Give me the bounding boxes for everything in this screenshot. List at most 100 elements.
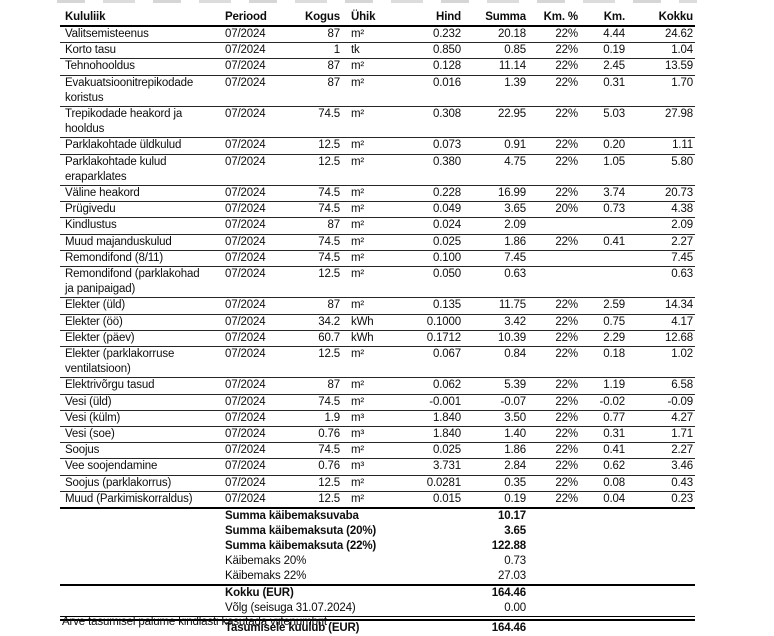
cell-hind: 0.025 <box>400 234 463 251</box>
cell-kululiik: Elektrivõrgu tasud <box>60 377 220 395</box>
cell-summa: 11.75 <box>463 297 528 315</box>
cell-kogus: 74.5 <box>300 394 345 411</box>
table-row: Vesi (üld) 07/2024 74.5 m² -0.001 -0.07 22% -0.… <box>60 394 695 411</box>
cell-kokku: 2.27 <box>627 234 695 251</box>
table-row: Vee soojendamine 07/2024 0.76 m³ 3.731 2.84 22… <box>60 458 695 476</box>
cell-kokku: 3.46 <box>627 458 695 476</box>
table-row: Vesi (soe) 07/2024 0.76 m³ 1.840 1.40 22% 0.31 1… <box>60 426 695 444</box>
cell-kogus: 1 <box>300 42 345 60</box>
cell-km-pct: 22% <box>528 410 580 428</box>
summary-spacer <box>528 620 695 636</box>
cell-uhik: m² <box>345 394 400 411</box>
cell-km: 2.59 <box>580 297 627 315</box>
cell-hind: 0.850 <box>400 42 463 60</box>
cell-kokku: 5.80 <box>627 154 695 187</box>
cell-summa: 0.19 <box>504 492 526 505</box>
cell-km-pct: 22% <box>528 394 580 411</box>
cell-kululiik: Kindlustus <box>60 217 220 235</box>
cell-kokku: 4.27 <box>627 410 695 428</box>
summary-label: Summa käibemaksuta (22%) <box>225 540 377 553</box>
separator-rule <box>60 616 695 621</box>
summary-label: Kokku (EUR) <box>225 587 294 600</box>
cell-summa: 5.39 <box>463 377 528 395</box>
cell-uhik: m² <box>345 346 400 379</box>
cell-km: 0.31 <box>580 75 627 108</box>
cell-uhik: m² <box>345 442 400 460</box>
cell-summa: 22.95 <box>463 106 528 139</box>
summary-value: 3.65 <box>504 525 526 538</box>
table-row: Elekter (päev) 07/2024 60.7 kWh 0.1712 10.39 2… <box>60 330 695 348</box>
cell-km-pct: 22% <box>528 106 580 139</box>
summary-value: 0.73 <box>504 555 526 568</box>
invoice-table-wrapper: Kululiik Periood Kogus Ühik Hind Summa K… <box>60 8 695 636</box>
cell-km <box>580 250 627 268</box>
summary-spacer <box>60 554 220 569</box>
col-header-km: Km. <box>580 8 627 27</box>
cell-periood: 07/2024 <box>220 330 300 348</box>
cell-km: 0.08 <box>580 475 627 492</box>
cell-km: 0.73 <box>580 201 627 219</box>
cell-periood: 07/2024 <box>220 410 300 428</box>
summary-spacer <box>528 554 695 569</box>
cell-periood: 07/2024 <box>220 297 300 315</box>
table-row: Evakuatsioonitrepikodade koristus 07/2024… <box>60 75 695 108</box>
cell-periood: 07/2024 <box>220 266 300 299</box>
cell-hind: 0.1000 <box>400 314 463 331</box>
cell-km: 0.19 <box>580 42 627 60</box>
cell-kogus: 12.5 <box>300 154 345 187</box>
cell-kogus: 74.5 <box>300 201 345 219</box>
cell-hind: 1.840 <box>400 426 463 444</box>
cell-kogus: 74.5 <box>300 106 345 139</box>
cell-uhik: kWh <box>345 314 400 331</box>
table-row: Parklakohtade üldkulud 07/2024 12.5 m² 0.073… <box>60 137 695 155</box>
cell-kululiik: Vee soojendamine <box>60 458 220 476</box>
summary-value: 0.00 <box>504 602 526 615</box>
summary-value: 122.88 <box>491 540 526 553</box>
cell-hind: 3.731 <box>400 458 463 476</box>
summary-label: Summa käibemaksuvaba <box>225 510 359 523</box>
cell-kogus: 74.5 <box>300 234 345 251</box>
cell-periood: 07/2024 <box>220 75 300 108</box>
cell-km: 0.31 <box>580 426 627 444</box>
cell-uhik: tk <box>345 42 400 60</box>
cell-km: 0.18 <box>580 346 627 379</box>
cell-periood: 07/2024 <box>220 250 300 268</box>
cell-uhik: m² <box>345 137 400 155</box>
cell-kululiik: Muud (Parkimiskorraldus) <box>65 492 193 505</box>
payment-reference-note: Arve tasumisel palume kindlasti kasutada… <box>62 616 327 628</box>
table-row: Prügivedu 07/2024 74.5 m² 0.049 3.65 20% 0.73 4.… <box>60 201 695 219</box>
cell-km-pct: 22% <box>528 75 580 108</box>
cell-summa: 0.85 <box>463 42 528 60</box>
cell-hind: 0.073 <box>400 137 463 155</box>
table-row: Elekter (üld) 07/2024 87 m² 0.135 11.75 22% 2.5… <box>60 297 695 315</box>
cell-kogus: 74.5 <box>300 442 345 460</box>
cell-uhik: m² <box>345 201 400 219</box>
cell-summa: 2.09 <box>463 217 528 235</box>
summary-spacer <box>60 509 220 524</box>
cell-uhik: m² <box>345 377 400 395</box>
cell-kululiik: Remondifond (parklakohad ja panipaigad) <box>60 266 220 299</box>
cell-km-pct <box>528 250 580 268</box>
cell-summa: 0.35 <box>463 475 528 492</box>
cell-periood: 07/2024 <box>220 426 300 444</box>
summary-label: Käibemaks 22% <box>225 570 307 583</box>
cell-kogus: 87 <box>300 377 345 395</box>
cell-periood: 07/2024 <box>220 234 300 251</box>
cell-km: 0.75 <box>580 314 627 331</box>
cell-km-pct: 20% <box>528 201 580 219</box>
summary-value: 164.46 <box>491 587 526 600</box>
cell-kululiik: Elekter (päev) <box>60 330 220 348</box>
summary-spacer <box>528 539 695 554</box>
table-row: Remondifond (parklakohad ja panipaigad) 0… <box>60 266 695 299</box>
cell-km-pct <box>528 266 580 299</box>
cell-kululiik: Muud majanduskulud <box>60 234 220 251</box>
cost-breakdown-table: Kululiik Periood Kogus Ühik Hind Summa K… <box>60 8 695 636</box>
cell-kogus: 74.5 <box>300 250 345 268</box>
cell-kululiik: Parklakohtade üldkulud <box>60 137 220 155</box>
cell-hind: 0.050 <box>400 266 463 299</box>
cell-km: 0.77 <box>580 410 627 428</box>
cell-kogus: 1.9 <box>300 410 345 428</box>
col-header-hind: Hind <box>400 8 463 27</box>
table-row: Soojus (parklakorrus) 07/2024 12.5 m² 0.0281… <box>60 475 695 492</box>
cell-hind: 0.0281 <box>400 475 463 492</box>
